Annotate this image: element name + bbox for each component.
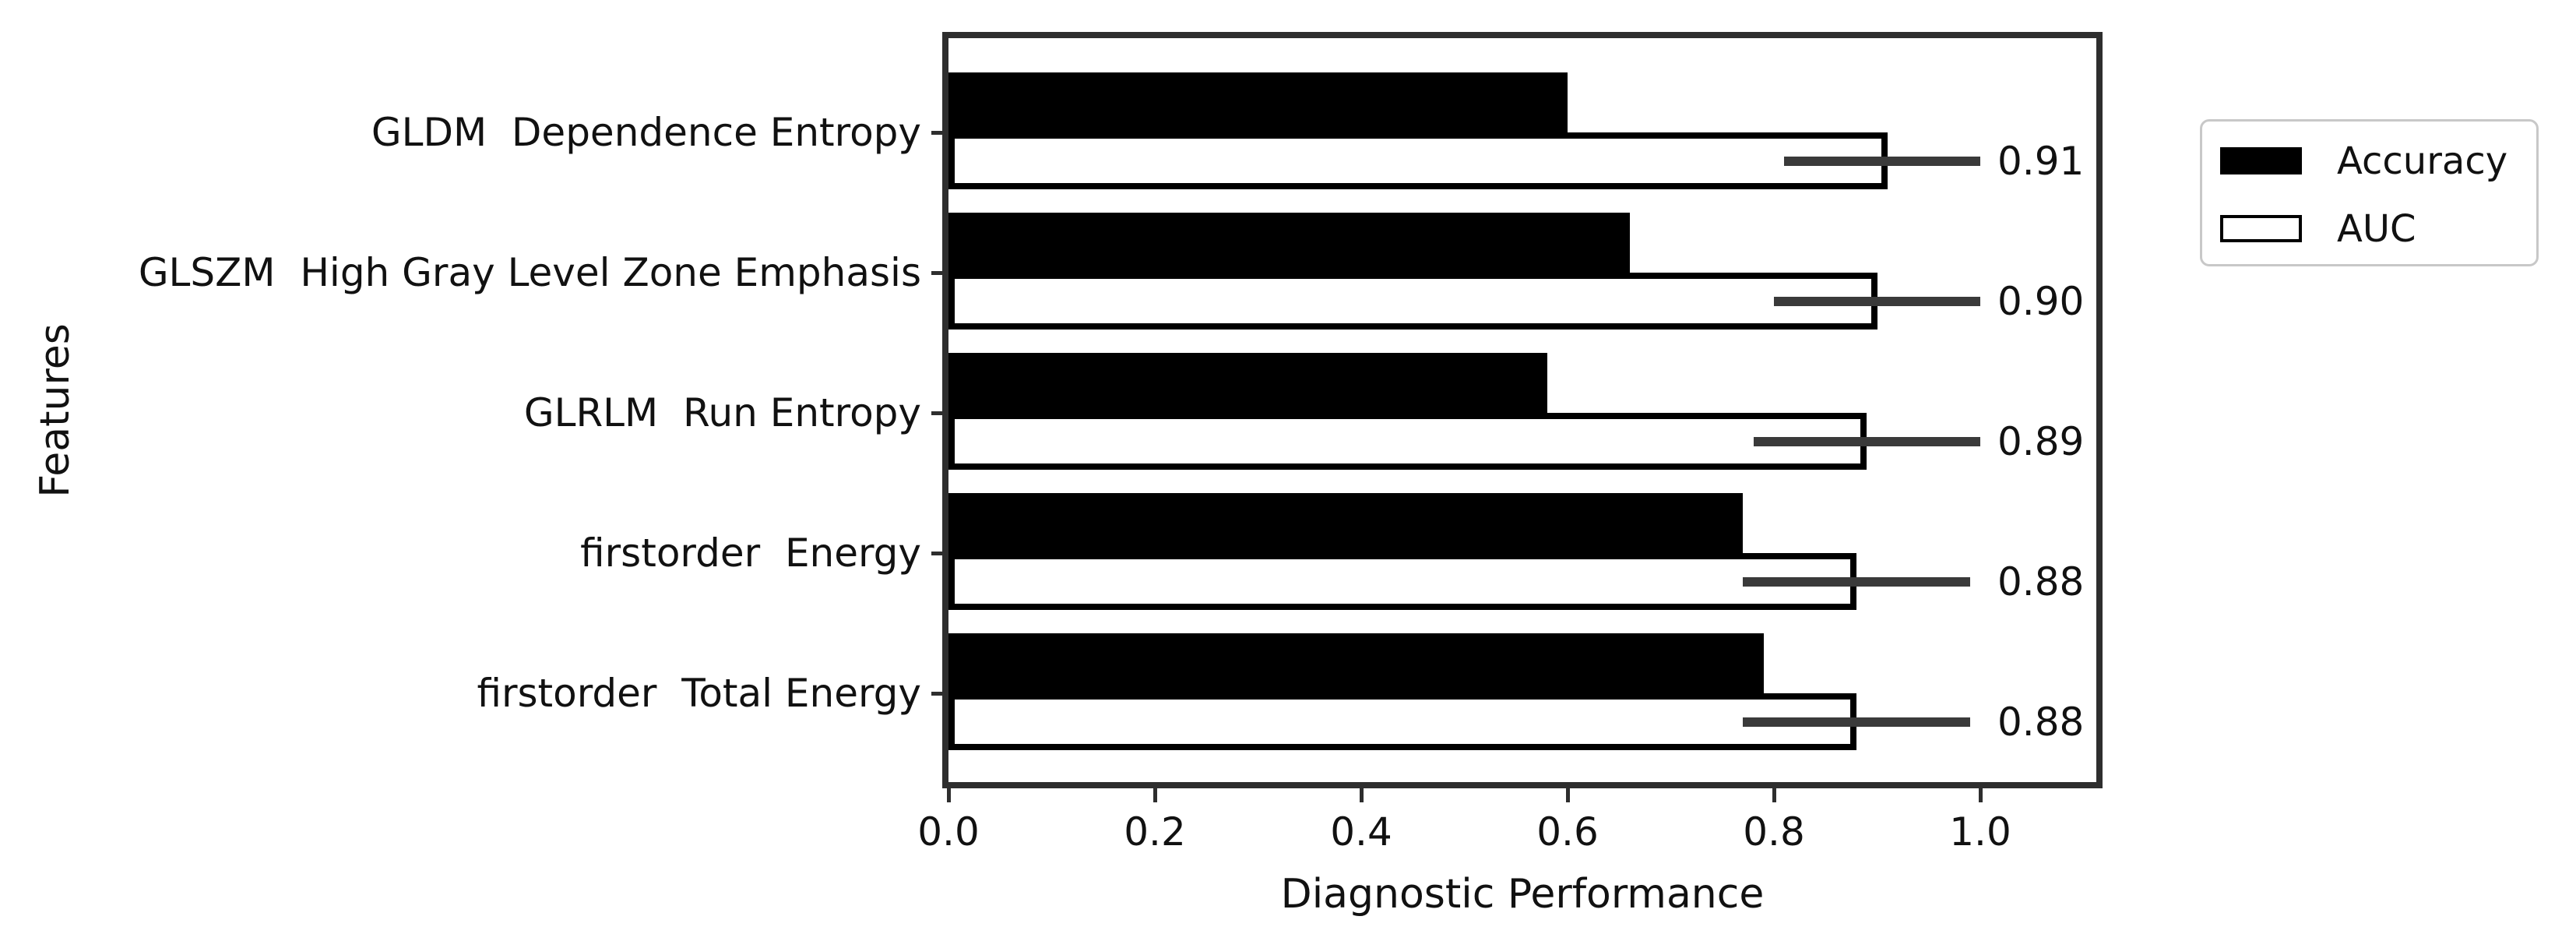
auc-value-label: 0.91 (1997, 138, 2085, 184)
auc-bar (948, 553, 1856, 610)
auc-value-label: 0.90 (1997, 278, 2085, 324)
accuracy-bar (948, 353, 1547, 413)
legend: Accuracy AUC (2200, 119, 2539, 266)
category-label: GLRLM Run Entropy (523, 390, 921, 435)
x-tick-label: 0.4 (1330, 809, 1392, 855)
auc-bar (948, 273, 1877, 330)
auc-swatch-icon (2220, 215, 2302, 242)
y-tick-mark (931, 411, 945, 415)
category-label: firstorder Total Energy (477, 671, 921, 716)
y-tick-mark (931, 692, 945, 696)
auc-error-bar (1743, 576, 1970, 587)
x-tick-mark (1566, 788, 1570, 802)
auc-value-label: 0.88 (1997, 699, 2085, 745)
legend-item-auc: AUC (2202, 206, 2536, 252)
auc-value-label: 0.89 (1997, 418, 2085, 464)
auc-error-bar (1743, 717, 1970, 727)
x-tick-label: 0.0 (917, 809, 980, 855)
category-label: GLSZM High Gray Level Zone Emphasis (138, 250, 921, 295)
accuracy-bar (948, 633, 1764, 693)
x-tick-mark (1360, 788, 1364, 802)
auc-error-bar (1753, 436, 1980, 446)
accuracy-bar (948, 493, 1744, 553)
y-axis-title: Features (32, 323, 79, 498)
accuracy-bar (948, 213, 1630, 273)
y-tick-mark (931, 271, 945, 275)
accuracy-swatch-icon (2220, 147, 2302, 174)
auc-bar (948, 693, 1856, 750)
x-tick-mark (1153, 788, 1157, 802)
auc-bar (948, 413, 1867, 470)
x-tick-mark (1979, 788, 1983, 802)
x-tick-mark (1772, 788, 1776, 802)
x-tick-label: 0.6 (1536, 809, 1599, 855)
x-tick-label: 1.0 (1949, 809, 2011, 855)
x-axis-title: Diagnostic Performance (1280, 871, 1765, 918)
accuracy-bar (948, 72, 1568, 132)
x-tick-label: 0.8 (1743, 809, 1805, 855)
legend-item-accuracy: Accuracy (2202, 138, 2536, 185)
auc-error-bar (1774, 296, 1980, 306)
category-label: GLDM Dependence Entropy (371, 110, 921, 155)
x-tick-mark (947, 788, 951, 802)
y-tick-mark (931, 131, 945, 135)
legend-label-accuracy: Accuracy (2337, 139, 2508, 183)
y-tick-mark (931, 552, 945, 555)
auc-bar (948, 132, 1888, 189)
auc-value-label: 0.88 (1997, 559, 2085, 604)
auc-error-bar (1784, 156, 1980, 166)
legend-label-auc: AUC (2337, 207, 2416, 251)
category-label: firstorder Energy (580, 530, 921, 576)
x-tick-label: 0.2 (1124, 809, 1186, 855)
